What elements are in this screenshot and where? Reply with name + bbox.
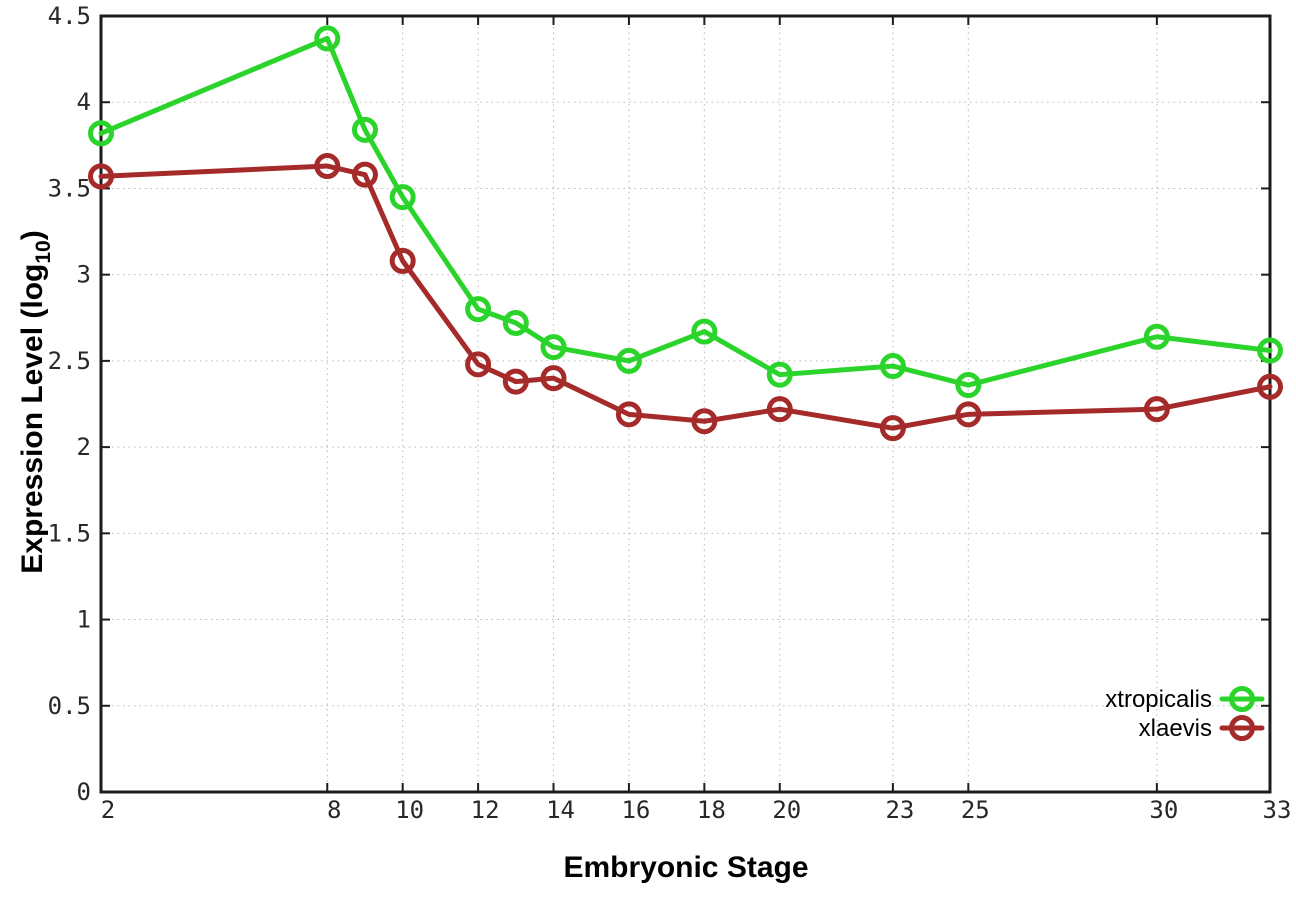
series-line-xtropicalis <box>98 35 1273 388</box>
data-point-xtropicalis-stage-14 <box>540 334 567 361</box>
data-point-xtropicalis-stage-13 <box>502 309 529 336</box>
data-point-xlaevis-stage-16 <box>615 401 642 428</box>
data-point-xlaevis-stage-23 <box>879 415 906 442</box>
data-point-xtropicalis-stage-9 <box>351 116 378 143</box>
data-point-xlaevis-stage-2 <box>88 163 114 190</box>
data-point-xlaevis-stage-25 <box>955 401 982 428</box>
legend-label-xlaevis: xlaevis <box>1139 715 1212 742</box>
y-tick-label-2.5: 2.5 <box>48 347 91 375</box>
x-tick-label-8: 8 <box>327 796 341 824</box>
data-point-xtropicalis-stage-18 <box>691 318 718 345</box>
y-tick-label-3.5: 3.5 <box>48 174 91 202</box>
y-axis-title: Expression Level (log10) <box>16 230 55 573</box>
y-tick-label-2: 2 <box>77 433 91 461</box>
x-tick-label-23: 23 <box>885 796 914 824</box>
x-tick-label-33: 33 <box>1263 796 1292 824</box>
plot-area: 2 8 10 12 14 16 18 20 23 25 30 33 0 0.5 1 1.5 2 2.5 3 3.5 4 4… <box>48 2 1292 824</box>
y-tick-label-1: 1 <box>77 606 91 634</box>
x-tick-label-16: 16 <box>621 796 650 824</box>
data-point-xtropicalis-stage-16 <box>615 347 642 374</box>
data-point-xlaevis-stage-13 <box>502 368 529 395</box>
data-point-xtropicalis-stage-2 <box>88 120 114 147</box>
data-point-xlaevis-stage-18 <box>691 408 718 435</box>
data-point-xlaevis-stage-12 <box>465 351 492 378</box>
data-point-xtropicalis-stage-10 <box>389 184 416 211</box>
data-point-xtropicalis-stage-23 <box>879 353 906 380</box>
y-tick-label-4.5: 4.5 <box>48 2 91 30</box>
x-tick-label-2: 2 <box>101 796 115 824</box>
legend-sample-marker-xlaevis <box>1229 715 1255 741</box>
legend-sample-marker-xtropicalis <box>1229 686 1255 712</box>
legend-label-xtropicalis: xtropicalis <box>1105 686 1212 713</box>
data-point-xtropicalis-stage-33 <box>1257 337 1283 364</box>
y-tick-label-0.5: 0.5 <box>48 692 91 720</box>
plot-frame <box>99 14 1272 794</box>
x-tick-label-14: 14 <box>546 796 575 824</box>
x-tick-label-20: 20 <box>772 796 801 824</box>
y-tick-label-0: 0 <box>77 778 91 806</box>
data-point-xtropicalis-stage-20 <box>766 361 793 388</box>
data-point-xlaevis-stage-9 <box>351 161 378 188</box>
data-point-xlaevis-stage-14 <box>540 365 567 392</box>
x-tick-label-25: 25 <box>961 796 990 824</box>
data-point-xlaevis-stage-30 <box>1143 396 1170 423</box>
data-point-xtropicalis-stage-30 <box>1143 323 1170 350</box>
data-point-xlaevis-stage-20 <box>766 396 793 423</box>
series-line-xlaevis <box>98 163 1273 431</box>
data-point-xlaevis-stage-33 <box>1257 373 1283 400</box>
data-point-xtropicalis-stage-12 <box>465 296 492 323</box>
y-tick-label-1.5: 1.5 <box>48 519 91 547</box>
x-tick-label-30: 30 <box>1149 796 1178 824</box>
x-tick-label-10: 10 <box>395 796 424 824</box>
data-point-xlaevis-stage-8 <box>314 153 341 180</box>
x-axis-title: Embryonic Stage <box>563 851 808 884</box>
data-point-xtropicalis-stage-25 <box>955 372 982 399</box>
x-tick-label-18: 18 <box>697 796 726 824</box>
y-tick-label-4: 4 <box>77 88 91 116</box>
x-tick-label-12: 12 <box>471 796 500 824</box>
y-tick-label-3: 3 <box>77 261 91 289</box>
data-point-xlaevis-stage-10 <box>389 247 416 274</box>
data-point-xtropicalis-stage-8 <box>314 25 341 52</box>
